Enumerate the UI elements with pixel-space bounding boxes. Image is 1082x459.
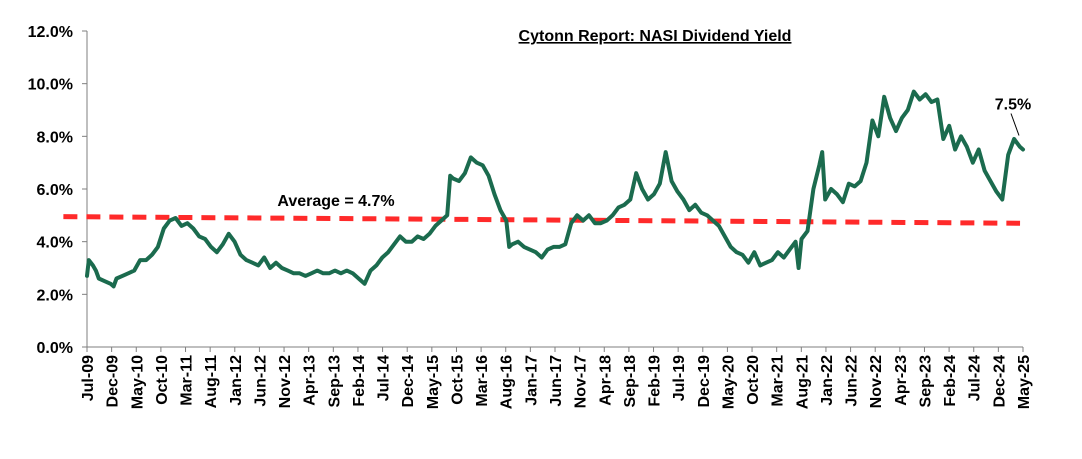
x-tick-label: Jun-17 bbox=[548, 355, 565, 407]
x-tick-label: Jun-22 bbox=[844, 355, 861, 407]
x-tick-label: Nov-22 bbox=[868, 355, 885, 408]
latest-value-label: 7.5% bbox=[995, 97, 1031, 114]
x-tick-label: May-10 bbox=[129, 355, 146, 409]
axes-layer: 0.0% 2.0% 4.0% 6.0% 8.0% 10.0% 12.0% Jul-09 Dec-… bbox=[28, 24, 1033, 409]
y-tick-label: 10.0% bbox=[28, 77, 73, 94]
x-tick-label: Feb-19 bbox=[647, 355, 664, 407]
x-tick-label: Aug-16 bbox=[499, 355, 516, 409]
x-tick-label: Dec-19 bbox=[696, 355, 713, 408]
dividend-yield-line bbox=[85, 89, 1025, 289]
chart-title: Cytonn Report: NASI Dividend Yield bbox=[519, 28, 792, 45]
x-tick-label: Jul-24 bbox=[967, 355, 984, 401]
y-tick-label: 0.0% bbox=[37, 340, 73, 357]
x-tick-label: Jul-14 bbox=[376, 355, 393, 401]
x-tick-label: Apr-13 bbox=[302, 355, 319, 406]
y-tick-label: 4.0% bbox=[37, 235, 73, 252]
x-tick-label: Mar-16 bbox=[474, 355, 491, 407]
x-tick-label: Dec-24 bbox=[991, 355, 1008, 408]
x-tick-label: Feb-14 bbox=[351, 355, 368, 407]
latest-value-leader bbox=[1010, 113, 1020, 136]
x-tick-label: Jan-17 bbox=[523, 355, 540, 406]
average-line bbox=[63, 214, 1021, 226]
x-tick-label: Sep-23 bbox=[917, 355, 934, 408]
x-tick-label: Apr-23 bbox=[893, 355, 910, 406]
series-layer bbox=[85, 89, 1025, 289]
average-layer: Average = 4.7% bbox=[63, 193, 1021, 226]
x-tick-label: Apr-18 bbox=[597, 355, 614, 406]
x-tick-label: Oct-10 bbox=[154, 355, 171, 405]
x-tick-label: Nov-17 bbox=[573, 355, 590, 408]
average-label: Average = 4.7% bbox=[277, 193, 394, 210]
x-tick-label: May-15 bbox=[425, 355, 442, 409]
x-tick-label: Oct-15 bbox=[449, 355, 466, 405]
x-tick-label: Sep-13 bbox=[326, 355, 343, 408]
x-tick-label: Jan-22 bbox=[819, 355, 836, 406]
y-tick-label: 6.0% bbox=[37, 182, 73, 199]
x-tick-label: Jan-12 bbox=[228, 355, 245, 406]
x-tick-label: Mar-11 bbox=[179, 355, 196, 406]
x-tick-label: Aug-11 bbox=[203, 355, 220, 408]
x-tick-label: Nov-12 bbox=[277, 355, 294, 408]
x-tick-label: Jul-19 bbox=[671, 355, 688, 401]
x-tick-label: Dec-09 bbox=[105, 355, 122, 408]
x-tick-label: Dec-14 bbox=[400, 355, 417, 408]
x-tick-label: May-20 bbox=[720, 355, 737, 409]
y-tick-label: 12.0% bbox=[28, 24, 73, 41]
x-tick-label: Mar-21 bbox=[770, 355, 787, 407]
x-tick-label: Aug-21 bbox=[794, 355, 811, 409]
x-tick-label: Jul-09 bbox=[80, 355, 97, 401]
x-tick-label: Sep-18 bbox=[622, 355, 639, 408]
x-tick-label: Jun-12 bbox=[252, 355, 269, 407]
x-tick-label: Oct-20 bbox=[745, 355, 762, 405]
y-tick-label: 8.0% bbox=[37, 129, 73, 146]
label-layer: 7.5% bbox=[995, 97, 1031, 136]
x-tick-label: Feb-24 bbox=[942, 355, 959, 407]
x-tick-label: May-25 bbox=[1016, 355, 1033, 409]
y-tick-label: 2.0% bbox=[37, 287, 73, 304]
